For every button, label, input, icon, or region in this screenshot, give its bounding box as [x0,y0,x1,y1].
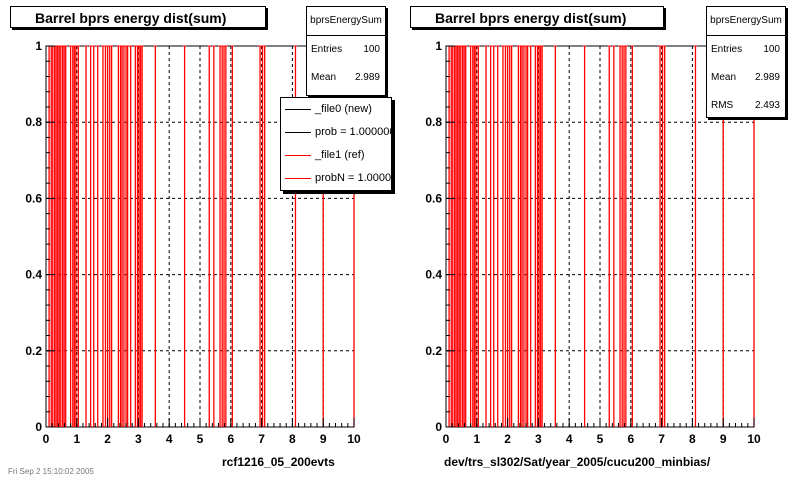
left-stats-entries-row: Entries 100 [307,36,385,64]
right-stats-mean-value: 2.989 [754,72,780,83]
y-tick-label: 0 [435,420,442,434]
x-tick-label: 8 [289,432,296,446]
x-tick-label: 10 [347,432,361,446]
legend-line-prob [285,132,311,133]
x-tick-label: 1 [73,432,80,446]
x-tick-label: 4 [566,432,573,446]
left-stats-mean-label: Mean [311,72,337,83]
y-tick-label: 0 [35,420,42,434]
left-chart-title: Barrel bprs energy dist(sum) [10,6,266,28]
y-tick-label: 0.8 [425,115,442,129]
x-tick-label: 6 [227,432,234,446]
legend-entry-file0: _file0 (new) [281,98,391,121]
right-stats-rms-row: RMS 2.493 [707,92,785,120]
x-tick-label: 9 [320,432,327,446]
legend-text-file1: _file1 (ref) [315,149,365,161]
y-tick-label: 0.2 [25,344,42,358]
y-tick-label: 0.6 [25,191,42,205]
y-tick-label: 1 [35,39,42,53]
x-tick-label: 5 [597,432,604,446]
x-tick-label: 3 [535,432,542,446]
x-tick-label: 0 [43,432,50,446]
right-stats-box: bprsEnergySum Entries 100 Mean 2.989 RMS… [706,6,786,118]
x-tick-label: 2 [504,432,511,446]
right-stats-rms-label: RMS [711,100,734,111]
left-legend: _file0 (new) prob = 1.000000 _file1 (ref… [280,97,392,191]
left-chart-panel: 0 1 2 3 4 5 6 7 8 9 10 0 0.2 0.4 0.6 0.8 1 Barrel bprs e… [8,6,392,476]
y-tick-label: 0.2 [425,344,442,358]
right-stats-entries-label: Entries [711,44,743,55]
right-histogram-plot: 0 1 2 3 4 5 6 7 8 9 10 0 0.2 0.4 0.6 0.8 1 [425,39,761,446]
x-tick-label: 0 [443,432,450,446]
x-tick-label: 4 [166,432,173,446]
x-tick-label: 3 [135,432,142,446]
legend-text-probn: probN = 1.000000 [315,172,392,184]
left-stats-box: bprsEnergySum Entries 100 Mean 2.989 [306,6,386,96]
legend-text-file0: _file0 (new) [315,103,372,115]
y-tick-label: 1 [435,39,442,53]
legend-entry-probn: probN = 1.000000 [281,167,391,190]
left-stats-mean-value: 2.989 [354,72,380,83]
x-tick-label: 9 [720,432,727,446]
left-stats-name: bprsEnergySum [307,7,385,36]
legend-line-file0 [285,109,311,110]
y-tick-label: 0.6 [425,191,442,205]
right-stats-name: bprsEnergySum [707,7,785,36]
right-stats-entries-row: Entries 100 [707,36,785,64]
x-tick-label: 7 [258,432,265,446]
legend-entry-file1: _file1 (ref) [281,144,391,167]
right-stats-rms-value: 2.493 [754,100,780,111]
legend-line-probn [285,178,311,179]
x-tick-label: 10 [747,432,761,446]
x-tick-label: 7 [658,432,665,446]
left-stats-mean-row: Mean 2.989 [307,64,385,92]
right-stats-mean-row: Mean 2.989 [707,64,785,92]
y-tick-label: 0.4 [425,268,442,282]
x-tick-label: 1 [473,432,480,446]
left-x-axis-label: rcf1216_05_200evts [222,455,335,469]
right-chart-panel: 0 1 2 3 4 5 6 7 8 9 10 0 0.2 0.4 0.6 0.8 1 Barrel bprs e… [400,0,800,480]
x-tick-label: 8 [689,432,696,446]
y-tick-label: 0.4 [25,268,42,282]
x-tick-label: 6 [627,432,634,446]
x-tick-label: 5 [197,432,204,446]
right-chart-title: Barrel bprs energy dist(sum) [410,6,664,28]
legend-line-file1 [285,155,311,156]
y-tick-label: 0.8 [25,115,42,129]
legend-text-prob: prob = 1.000000 [315,126,392,138]
left-stats-entries-value: 100 [363,44,380,55]
left-stats-entries-label: Entries [311,44,343,55]
right-stats-mean-label: Mean [711,72,737,83]
right-stats-entries-value: 100 [763,44,780,55]
legend-entry-prob: prob = 1.000000 [281,121,391,144]
right-x-axis-label: dev/trs_sl302/Sat/year_2005/cucu200_minb… [444,455,711,469]
x-tick-label: 2 [104,432,111,446]
timestamp-footnote: Fri Sep 2 15:10:02 2005 [8,467,94,476]
